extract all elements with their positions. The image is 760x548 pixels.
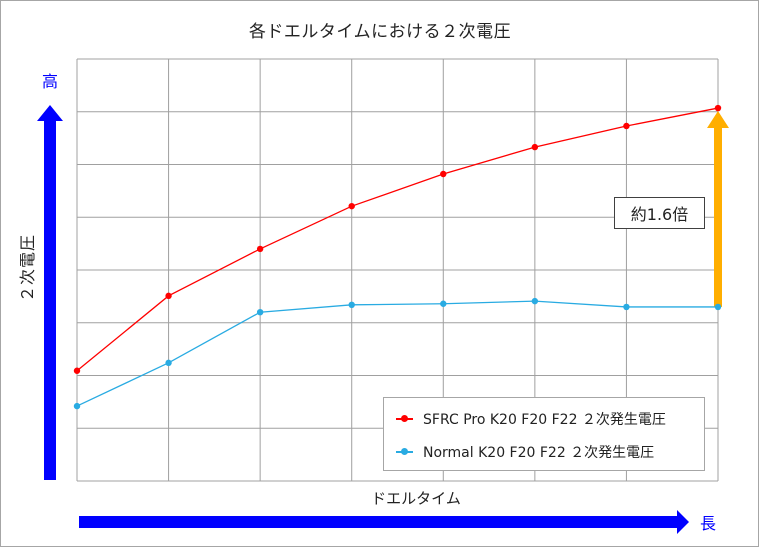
y-axis-high-label: 高 <box>41 72 59 91</box>
chart-legend: SFRC Pro K20 F20 F22 ２次発生電圧 Normal K20 F… <box>383 397 705 471</box>
legend-label: SFRC Pro K20 F20 F22 ２次発生電圧 <box>423 412 666 428</box>
legend-marker-icon <box>396 448 413 455</box>
chart-title: 各ドエルタイムにおける２次電圧 <box>248 22 512 42</box>
axis-arrows <box>707 111 729 307</box>
direction-arrows <box>37 105 689 534</box>
y-axis-title: ２次電圧 <box>18 233 37 303</box>
legend-marker-icon <box>396 415 413 422</box>
legend-item-normal: Normal K20 F20 F22 ２次発生電圧 <box>396 442 654 462</box>
legend-label: Normal K20 F20 F22 ２次発生電圧 <box>423 445 655 461</box>
x-axis-title: ドエルタイム <box>371 489 461 508</box>
ratio-annotation: 約1.6倍 <box>614 197 705 229</box>
data-series <box>73 104 722 410</box>
legend-item-sfrc: SFRC Pro K20 F20 F22 ２次発生電圧 <box>396 409 666 429</box>
x-axis-long-label: 長 <box>699 514 717 533</box>
